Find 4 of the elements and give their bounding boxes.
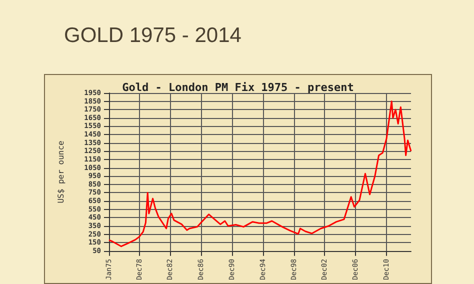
chart-subtitle: Gold - London PM Fix 1975 - present bbox=[122, 81, 354, 94]
y-axis-title: US$ per ounce bbox=[56, 140, 66, 204]
chart-title: GOLD 1975 - 2014 bbox=[64, 24, 242, 48]
line-series bbox=[108, 100, 412, 248]
